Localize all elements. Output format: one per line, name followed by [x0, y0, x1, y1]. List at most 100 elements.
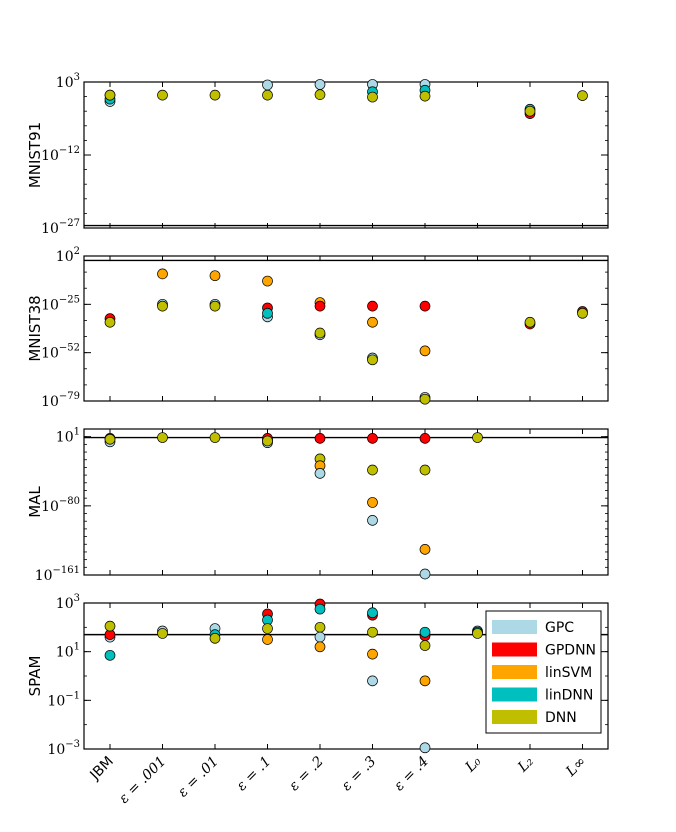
point-gpc — [314, 79, 326, 90]
legend: GPC GPDNN linSVM linDNN DNN — [485, 610, 602, 734]
point-dnn — [157, 432, 168, 443]
point-gpc — [314, 468, 326, 479]
legend-label-gpc: GPC — [545, 620, 574, 636]
y-tick-label: 10−3 — [47, 739, 80, 758]
legend-swatch-gpdnn — [492, 642, 537, 657]
point-dnn — [419, 640, 431, 651]
point-gpdnn — [314, 433, 326, 444]
x-tick-label: ε = .4 — [391, 754, 432, 795]
x-tick-label: ε = .1 — [234, 754, 275, 795]
y-tick-label: 10−161 — [35, 565, 80, 584]
point-gpc — [419, 742, 431, 754]
point-lindnn — [104, 649, 116, 661]
point-dnn — [104, 620, 116, 632]
point-gpdnn — [419, 433, 431, 444]
point-dnn — [262, 89, 273, 101]
point-linsvm — [157, 268, 168, 280]
y-tick-label: 10−12 — [41, 145, 80, 164]
point-dnn — [104, 89, 116, 101]
point-linsvm — [367, 316, 378, 328]
point-dnn — [157, 89, 168, 101]
point-dnn — [367, 626, 378, 638]
y-tick-label: 102 — [56, 246, 80, 265]
legend-label-lindnn: linDNN — [545, 688, 593, 704]
point-gpc — [262, 79, 273, 91]
point-dnn — [157, 300, 168, 312]
panel-mnist91: 103 10−12 10−27 MNIST91 — [26, 72, 609, 237]
legend-label-linsvm: linSVM — [545, 665, 592, 681]
point-linsvm — [262, 275, 273, 287]
panel-spam: 103 101 10−1 10−3 SPAM — [26, 593, 609, 758]
y-tick-label: 101 — [56, 642, 80, 661]
point-dnn — [314, 327, 326, 339]
legend-swatch-lindnn — [492, 687, 537, 702]
x-tick-label: ε = .3 — [339, 753, 380, 794]
point-dnn — [157, 628, 168, 639]
legend-swatch-dnn — [492, 710, 537, 724]
y-tick-label: 10−27 — [41, 218, 80, 237]
point-dnn — [577, 90, 588, 101]
point-gpc — [367, 515, 378, 526]
point-linsvm — [419, 675, 431, 687]
x-tick-label: L₂ — [514, 753, 537, 776]
x-tick-label: ε = .2 — [286, 753, 327, 794]
y-tick-label: 10−52 — [41, 343, 80, 362]
point-dnn — [419, 90, 431, 102]
point-gpdnn — [314, 300, 326, 312]
x-tick-label: ε = .01 — [175, 754, 222, 801]
legend-label-gpdnn: GPDNN — [545, 643, 596, 659]
y-axis-label: MNIST38 — [26, 295, 44, 361]
point-dnn — [419, 464, 431, 476]
point-gpc — [314, 631, 326, 643]
panel-mnist38: 102 10−25 10−52 10−79 MNIST38 — [26, 246, 609, 410]
y-axis-label: MNIST91 — [26, 122, 44, 188]
x-tick-label: ε = .001 — [116, 754, 169, 807]
point-dnn — [209, 89, 221, 101]
point-linsvm — [262, 634, 273, 645]
y-tick-label: 10−25 — [41, 294, 80, 313]
point-lindnn — [367, 607, 378, 619]
point-dnn — [472, 628, 483, 639]
point-lindnn — [262, 307, 273, 319]
point-dnn — [367, 91, 378, 103]
y-tick-label: 10−1 — [47, 690, 80, 709]
point-dnn — [577, 307, 588, 319]
legend-swatch-linsvm — [492, 665, 537, 679]
point-gpc — [419, 568, 431, 580]
point-dnn — [209, 300, 221, 312]
y-tick-label: 10−80 — [41, 496, 80, 515]
x-tick-label: L∞ — [562, 754, 589, 781]
point-lindnn — [419, 626, 431, 638]
point-gpc — [367, 675, 378, 687]
point-linsvm — [367, 497, 378, 508]
x-tick-label: JBM — [87, 754, 117, 784]
point-linsvm — [209, 270, 221, 282]
point-dnn — [104, 316, 116, 328]
axes-frame — [83, 81, 609, 229]
panel-mal: 101 10−80 10−161 MAL — [26, 427, 609, 584]
legend-swatch-gpc — [492, 620, 537, 634]
point-dnn — [209, 632, 221, 644]
point-dnn — [209, 432, 221, 443]
y-axis-label: MAL — [26, 486, 44, 518]
point-linsvm — [367, 648, 378, 660]
point-dnn — [524, 316, 536, 328]
point-dnn — [104, 433, 116, 445]
y-tick-label: 10−79 — [41, 391, 80, 410]
point-dnn — [472, 432, 483, 443]
y-tick-label: 103 — [56, 593, 80, 612]
point-dnn — [419, 393, 431, 405]
point-dnn — [367, 464, 378, 476]
point-gpdnn — [367, 433, 378, 444]
point-gpdnn — [419, 300, 431, 312]
x-tick-label: L₀ — [462, 753, 485, 776]
point-linsvm — [419, 544, 431, 555]
y-axis-label: SPAM — [26, 656, 44, 697]
point-gpdnn — [367, 300, 378, 312]
axes-frame — [83, 255, 609, 402]
point-dnn — [262, 435, 273, 447]
point-lindnn — [314, 603, 326, 615]
legend-label-dnn: DNN — [545, 710, 577, 726]
